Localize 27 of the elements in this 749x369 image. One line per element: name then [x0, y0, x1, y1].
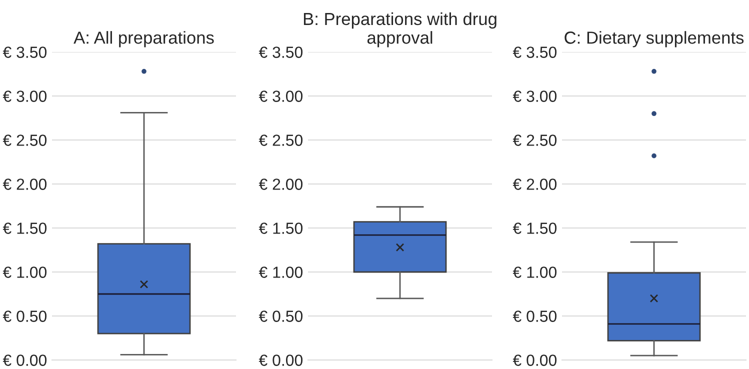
y-tick-label: € 1.00 [512, 266, 557, 278]
y-tick-label: € 2.00 [2, 178, 47, 190]
y-tick-label: € 2.00 [512, 178, 557, 190]
y-tick-label: € 2.50 [258, 134, 303, 146]
y-tick-label: € 3.50 [2, 46, 47, 58]
y-tick-label: € 3.00 [258, 90, 303, 102]
y-tick-label: € 0.00 [258, 354, 303, 366]
y-tick-label: € 2.50 [512, 134, 557, 146]
chart-title: A: All preparations [74, 31, 214, 48]
y-tick-label: € 0.00 [2, 354, 47, 366]
y-tick-label: € 0.50 [258, 310, 303, 322]
y-tick-label: € 0.50 [512, 310, 557, 322]
y-tick-label: € 1.50 [512, 222, 557, 234]
chart-title: B: Preparations with drug approval [304, 12, 496, 48]
y-tick-label: € 2.00 [258, 178, 303, 190]
y-tick-label: € 2.50 [2, 134, 47, 146]
y-tick-label: € 3.50 [258, 46, 303, 58]
y-tick-label: € 1.50 [2, 222, 47, 234]
y-tick-label: € 1.50 [258, 222, 303, 234]
y-tick-label: € 0.00 [512, 354, 557, 366]
y-tick-label: € 1.00 [258, 266, 303, 278]
y-tick-label: € 3.00 [2, 90, 47, 102]
y-tick-label: € 3.00 [512, 90, 557, 102]
y-tick-label: € 3.50 [512, 46, 557, 58]
y-tick-label: € 0.50 [2, 310, 47, 322]
chart-title: C: Dietary supplements [564, 31, 744, 48]
y-tick-label: € 1.00 [2, 266, 47, 278]
